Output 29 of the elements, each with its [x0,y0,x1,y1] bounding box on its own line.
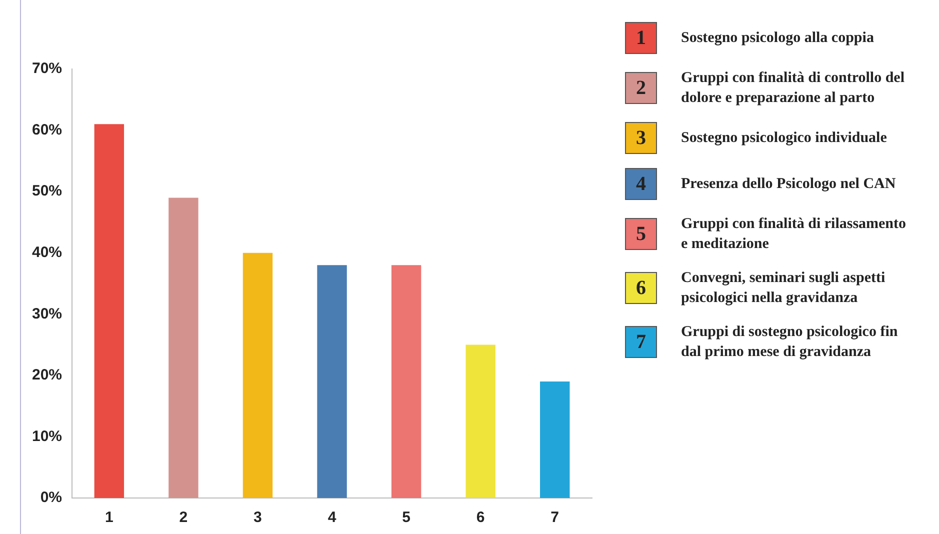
category-label: 3 [636,126,646,148]
y-tick-label: 50% [32,182,62,200]
text: Gruppi di sostegno psicologico fin dal primo mese di gravidanza [681,323,899,362]
text: Presenza dello Psicologo nel CAN [681,175,897,194]
text: Sostegno psicologico individuale [681,129,888,148]
x-tick-label: 7 [550,509,560,526]
y-tick-label: 60% [32,121,62,138]
category-label: 2 [636,76,646,98]
category-label: 7 [636,330,646,352]
text: Gruppi con finalità di rilassamento e meditazione [681,215,908,254]
y-tick-label: 20% [32,366,62,384]
y-tick-label: 70% [32,60,62,78]
x-tick-label: 3 [254,509,262,526]
category-label: 5 [636,222,646,244]
y-tick-label: 40% [32,244,62,261]
x-tick-label: 2 [179,509,188,526]
x-tick-label: 6 [476,509,485,526]
text: Gruppi con finalità di controllo del dolore e preparazione al parto [681,69,906,108]
x-tick-label: 1 [104,509,114,526]
x-tick-label: 4 [328,509,337,526]
text: Convegni, seminari sugli aspetti psicologici nella gravidanza [681,269,886,308]
x-tick-label: 5 [402,509,410,526]
y-tick-label: 0% [40,489,62,506]
category-label: 4 [636,172,646,194]
text: Sostegno psicologo alla coppia [681,29,875,48]
category-label: 1 [636,26,646,48]
y-tick-label: 10% [32,428,62,445]
category-label: 6 [636,276,646,298]
y-tick-label: 30% [32,305,62,322]
